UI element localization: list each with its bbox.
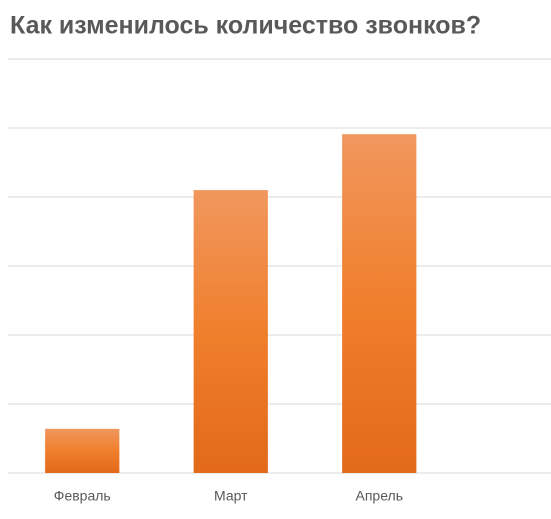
x-tick-label: Март — [214, 488, 248, 504]
chart-title: Как изменилось количество звонков? — [10, 12, 481, 40]
x-tick-label: Февраль — [54, 488, 111, 504]
x-tick-label: Апрель — [356, 488, 404, 504]
bar — [193, 190, 268, 473]
bar — [342, 134, 417, 473]
bar — [45, 428, 120, 473]
